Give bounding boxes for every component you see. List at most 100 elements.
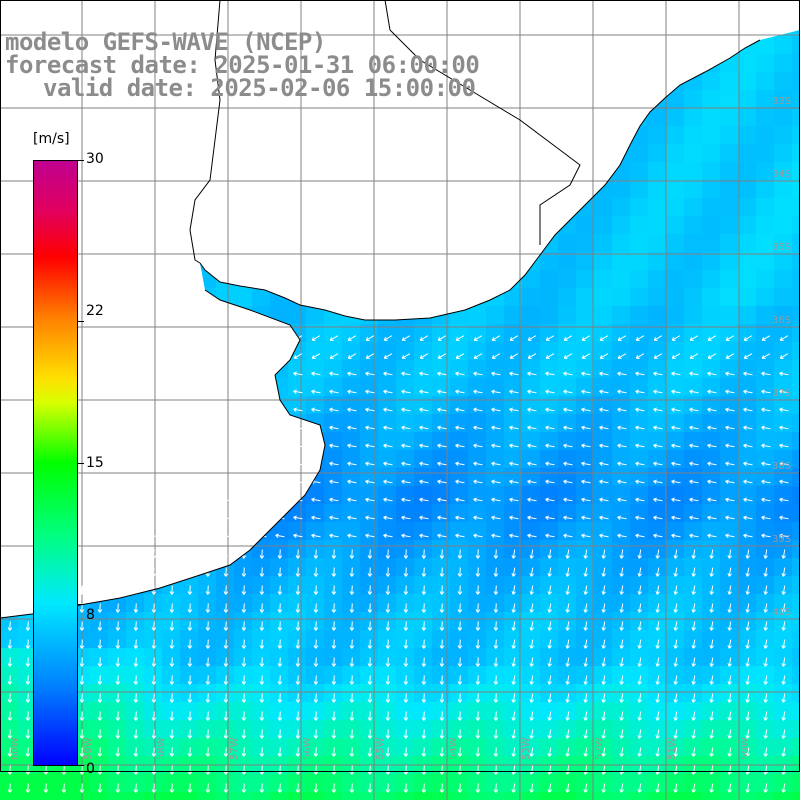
wind-arrow-head [743, 336, 747, 341]
wind-arrow-head [637, 789, 640, 793]
wind-arrow-head [115, 681, 119, 685]
wind-arrow-head [495, 735, 499, 739]
wind-arrow-head [530, 735, 534, 739]
wind-arrow-head [617, 443, 621, 446]
wind-arrow-head [509, 516, 513, 520]
wind-arrow-head [473, 515, 477, 518]
wind-arrow-head [383, 515, 387, 518]
wind-arrow-head [365, 371, 369, 374]
wind-arrow [455, 534, 465, 538]
wind-arrow-head [563, 534, 567, 538]
wind-arrow [243, 747, 245, 757]
wind-arrow [419, 462, 429, 466]
wind-arrow [311, 516, 321, 520]
wind-arrow [225, 549, 227, 559]
wind-arrow-head [617, 462, 621, 466]
wind-arrow-head [401, 425, 405, 428]
wind-arrow-head [261, 609, 265, 613]
wind-arrow-head [599, 389, 603, 392]
wind-arrow-head [279, 753, 283, 757]
wind-arrow [617, 444, 627, 448]
wind-arrow [728, 783, 732, 793]
wind-arrow [710, 693, 714, 703]
wind-arrow-head [674, 573, 678, 577]
wind-arrow [311, 534, 321, 538]
wind-arrow-head [509, 497, 513, 500]
wind-arrow [171, 765, 173, 775]
wind-arrow [779, 372, 789, 376]
wind-arrow [599, 462, 609, 466]
wind-arrow [530, 585, 534, 595]
wind-arrow-head [311, 498, 315, 502]
wind-arrow-head [673, 735, 676, 739]
wind-arrow-head [205, 753, 209, 757]
wind-arrow-head [207, 717, 211, 721]
wind-arrow-head [671, 372, 675, 376]
wind-arrow-head [187, 627, 191, 631]
wind-arrow [599, 534, 609, 538]
wind-arrow-head [203, 533, 207, 536]
wind-arrow [419, 372, 429, 376]
wind-arrow-head [763, 645, 766, 649]
wind-arrow [527, 408, 537, 412]
wind-arrow-head [763, 681, 766, 685]
wind-arrow-head [151, 735, 155, 739]
wind-arrow [602, 549, 606, 559]
wind-arrow-head [369, 789, 373, 793]
wind-arrow-head [655, 681, 658, 685]
wind-arrow [707, 480, 717, 484]
wind-arrow [473, 408, 483, 412]
wind-arrow-head [169, 645, 173, 649]
wind-arrow-head [655, 753, 658, 757]
wind-arrow-head [225, 591, 229, 595]
wind-arrow-head [189, 699, 193, 703]
wind-arrow [369, 657, 371, 667]
wind-arrow [635, 426, 645, 430]
wind-arrow-head [745, 717, 748, 721]
wind-arrow [383, 516, 393, 520]
wind-arrow-head [153, 645, 157, 649]
wind-arrow-head [619, 573, 622, 577]
wind-arrow [27, 711, 29, 721]
wind-arrow-head [710, 717, 714, 721]
wind-arrow [761, 444, 771, 448]
wind-arrow-head [529, 555, 532, 559]
wind-arrow-head [365, 425, 369, 428]
wind-arrow-head [133, 609, 137, 613]
wind-arrow [27, 675, 29, 685]
wind-arrow-head [401, 336, 405, 341]
wind-arrow-head [405, 735, 409, 739]
wind-arrow [491, 498, 501, 502]
wind-arrow-head [710, 699, 714, 703]
wind-arrow [764, 621, 768, 631]
wind-arrow-head [315, 699, 319, 703]
wind-arrow [581, 372, 591, 376]
wind-arrow-head [455, 534, 459, 538]
wind-arrow-head [367, 609, 371, 613]
wind-arrow [477, 693, 479, 703]
wind-arrow-head [293, 479, 297, 482]
wind-arrow [225, 585, 227, 595]
wind-arrow-head [746, 591, 750, 595]
wind-arrow-head [223, 681, 227, 685]
wind-arrow-head [331, 735, 335, 739]
wind-arrow-head [315, 771, 319, 775]
wind-arrow-head [169, 753, 173, 757]
wind-arrow-head [495, 789, 499, 793]
wind-arrow-head [583, 663, 586, 667]
wind-arrow-head [617, 390, 621, 394]
wind-arrow-head [548, 771, 552, 775]
wind-arrow-head [459, 609, 463, 613]
wind-arrow-head [745, 609, 748, 613]
wind-arrow [599, 390, 609, 394]
wind-arrow-head [635, 389, 639, 392]
wind-arrow-head [617, 389, 621, 392]
wind-arrow-head [599, 444, 603, 448]
colorbar-tick-15: 15 [86, 455, 104, 471]
wind-arrow-head [563, 443, 567, 446]
wind-arrow-head [405, 555, 409, 559]
wind-arrow-head [313, 555, 317, 559]
wind-arrow-head [151, 645, 155, 649]
wind-arrow-head [225, 645, 229, 649]
colorbar-unit: [m/s] [33, 131, 70, 147]
